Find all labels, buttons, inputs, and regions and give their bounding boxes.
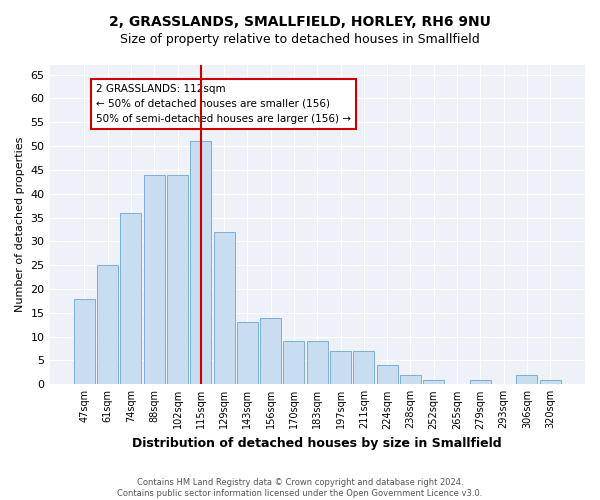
Bar <box>330 351 351 384</box>
X-axis label: Distribution of detached houses by size in Smallfield: Distribution of detached houses by size … <box>133 437 502 450</box>
Bar <box>283 342 304 384</box>
Bar <box>121 212 142 384</box>
Bar <box>377 365 398 384</box>
Bar <box>353 351 374 384</box>
Bar <box>260 318 281 384</box>
Bar <box>400 375 421 384</box>
Text: 2 GRASSLANDS: 112sqm
← 50% of detached houses are smaller (156)
50% of semi-deta: 2 GRASSLANDS: 112sqm ← 50% of detached h… <box>96 84 351 124</box>
Text: Size of property relative to detached houses in Smallfield: Size of property relative to detached ho… <box>120 32 480 46</box>
Bar <box>97 265 118 384</box>
Text: Contains HM Land Registry data © Crown copyright and database right 2024.
Contai: Contains HM Land Registry data © Crown c… <box>118 478 482 498</box>
Text: 2, GRASSLANDS, SMALLFIELD, HORLEY, RH6 9NU: 2, GRASSLANDS, SMALLFIELD, HORLEY, RH6 9… <box>109 15 491 29</box>
Bar <box>470 380 491 384</box>
Bar <box>517 375 538 384</box>
Y-axis label: Number of detached properties: Number of detached properties <box>15 137 25 312</box>
Bar <box>237 322 258 384</box>
Bar <box>74 298 95 384</box>
Bar <box>167 174 188 384</box>
Bar <box>144 174 165 384</box>
Bar <box>539 380 560 384</box>
Bar <box>214 232 235 384</box>
Bar <box>307 342 328 384</box>
Bar <box>190 142 211 384</box>
Bar <box>423 380 444 384</box>
